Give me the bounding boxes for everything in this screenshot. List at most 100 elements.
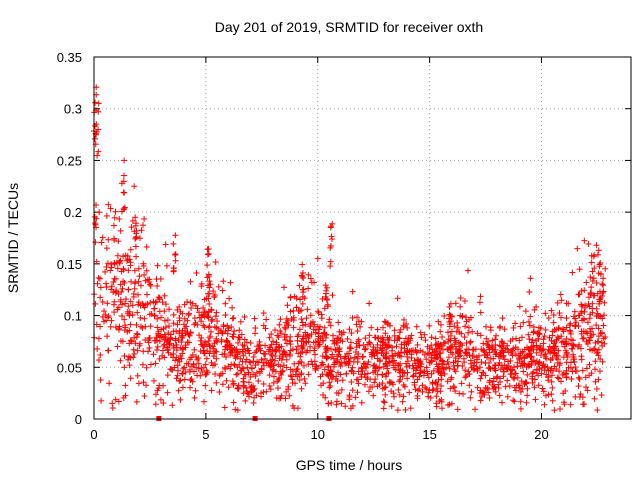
data-point bbox=[136, 340, 143, 347]
data-point bbox=[125, 303, 132, 310]
data-point bbox=[461, 297, 468, 304]
data-point bbox=[589, 325, 596, 332]
data-point bbox=[592, 366, 599, 373]
data-point bbox=[276, 321, 283, 328]
data-point bbox=[349, 314, 356, 321]
data-point bbox=[256, 341, 263, 348]
data-point bbox=[351, 354, 358, 361]
data-point bbox=[358, 371, 365, 378]
data-point bbox=[535, 372, 542, 379]
data-point bbox=[165, 329, 172, 336]
data-point bbox=[121, 316, 128, 323]
data-point bbox=[133, 253, 140, 260]
data-point bbox=[601, 299, 608, 306]
data-point bbox=[567, 328, 574, 335]
data-point bbox=[136, 235, 143, 242]
data-point bbox=[263, 316, 270, 323]
data-point bbox=[422, 337, 429, 344]
data-point bbox=[400, 323, 407, 330]
data-point bbox=[197, 348, 204, 355]
data-point bbox=[125, 353, 132, 360]
data-point bbox=[485, 344, 492, 351]
data-point bbox=[468, 388, 475, 395]
data-point bbox=[379, 324, 386, 331]
data-point bbox=[554, 374, 561, 381]
data-point bbox=[436, 398, 443, 405]
data-point bbox=[577, 391, 584, 398]
data-point bbox=[477, 375, 484, 382]
data-point bbox=[575, 374, 582, 381]
data-point bbox=[528, 343, 535, 350]
data-point bbox=[175, 387, 182, 394]
data-point bbox=[173, 375, 180, 382]
data-point bbox=[275, 344, 282, 351]
data-point bbox=[428, 342, 435, 349]
data-point bbox=[549, 355, 556, 362]
data-point bbox=[158, 314, 165, 321]
data-point bbox=[270, 338, 277, 345]
data-point bbox=[372, 334, 379, 341]
data-point bbox=[369, 350, 376, 357]
data-point bbox=[444, 329, 451, 336]
data-point bbox=[276, 355, 283, 362]
data-point bbox=[568, 376, 575, 383]
data-point bbox=[326, 384, 333, 391]
data-point bbox=[477, 397, 484, 404]
data-point bbox=[134, 347, 141, 354]
data-point bbox=[256, 368, 263, 375]
data-point bbox=[225, 384, 232, 391]
data-point bbox=[116, 216, 123, 223]
data-point bbox=[300, 333, 307, 340]
data-point bbox=[305, 271, 312, 278]
data-point bbox=[241, 342, 248, 349]
data-point bbox=[272, 327, 279, 334]
data-point bbox=[541, 333, 548, 340]
data-point bbox=[139, 324, 146, 331]
data-point bbox=[105, 313, 112, 320]
data-point bbox=[205, 338, 212, 345]
data-point bbox=[554, 333, 561, 340]
data-point bbox=[207, 328, 214, 335]
data-point bbox=[103, 245, 110, 252]
data-point bbox=[203, 355, 210, 362]
data-point bbox=[586, 361, 593, 368]
data-point bbox=[569, 269, 576, 276]
data-point bbox=[595, 325, 602, 332]
data-point bbox=[413, 323, 420, 330]
data-point bbox=[113, 275, 120, 282]
data-point bbox=[405, 335, 412, 342]
data-point bbox=[200, 364, 207, 371]
data-point bbox=[513, 335, 520, 342]
data-point bbox=[110, 289, 117, 296]
data-point bbox=[462, 323, 469, 330]
data-point bbox=[601, 312, 608, 319]
data-point bbox=[234, 339, 241, 346]
data-point bbox=[164, 344, 171, 351]
data-point bbox=[92, 300, 99, 307]
data-point bbox=[512, 351, 519, 358]
data-point bbox=[321, 366, 328, 373]
data-point bbox=[520, 319, 527, 326]
data-point bbox=[535, 382, 542, 389]
data-point bbox=[327, 322, 334, 329]
data-point bbox=[103, 280, 110, 287]
data-point bbox=[222, 354, 229, 361]
data-point bbox=[321, 305, 328, 312]
data-point bbox=[585, 294, 592, 301]
data-point bbox=[413, 348, 420, 355]
data-point bbox=[104, 300, 111, 307]
data-point bbox=[595, 333, 602, 340]
data-point bbox=[440, 346, 447, 353]
data-point bbox=[533, 349, 540, 356]
data-point bbox=[432, 348, 439, 355]
data-point bbox=[220, 322, 227, 329]
data-point bbox=[414, 341, 421, 348]
data-point bbox=[522, 308, 529, 315]
data-point bbox=[93, 258, 100, 265]
data-point bbox=[309, 361, 316, 368]
data-point bbox=[551, 407, 558, 414]
data-point bbox=[454, 406, 461, 413]
data-point bbox=[162, 324, 169, 331]
data-point bbox=[184, 339, 191, 346]
data-point bbox=[379, 380, 386, 387]
